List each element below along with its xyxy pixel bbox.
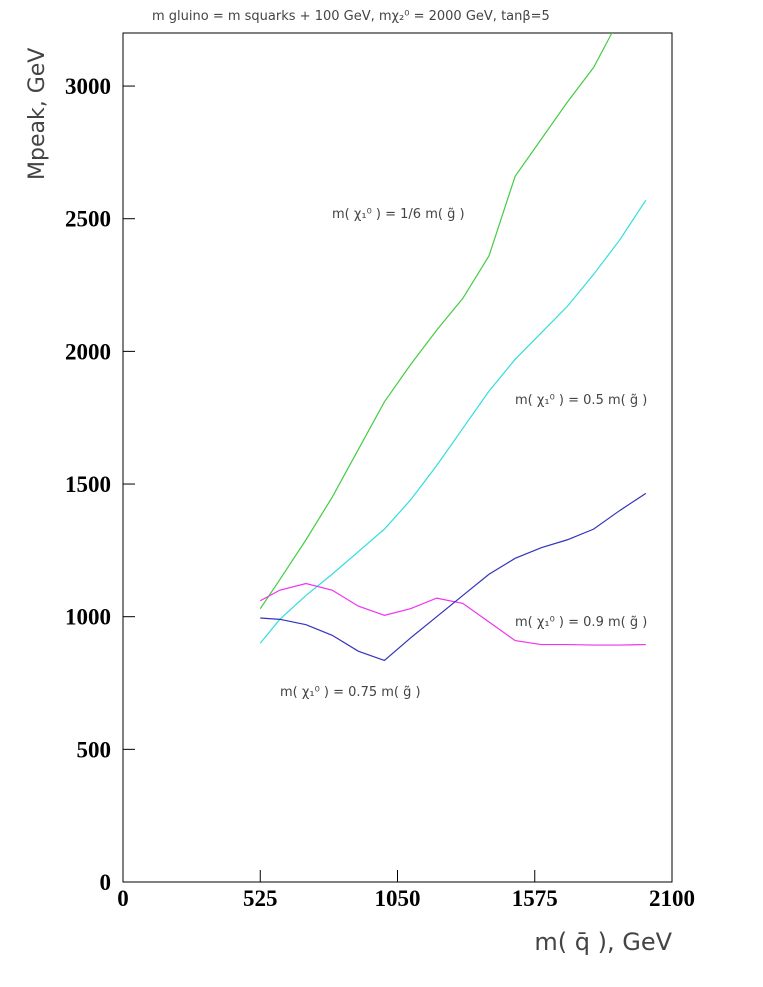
x-tick-label: 0 bbox=[117, 886, 129, 911]
series-line bbox=[259, 582, 646, 646]
y-axis-label: Mpeak, GeV bbox=[25, 48, 50, 180]
y-tick-label: 2000 bbox=[65, 339, 111, 364]
series-line bbox=[259, 33, 613, 610]
x-tick-label: 1575 bbox=[512, 886, 558, 911]
chart-title: m gluino = m squarks + 100 GeV, mχ₂⁰ = 2… bbox=[152, 9, 550, 24]
y-tick-label: 1500 bbox=[65, 472, 111, 497]
series-label: m( χ₁⁰ ) = 0.75 m( g̃ ) bbox=[280, 685, 421, 700]
x-tick-label: 2100 bbox=[649, 886, 695, 911]
series-label: m( χ₁⁰ ) = 1/6 m( g̃ ) bbox=[332, 207, 465, 222]
x-tick-label: 525 bbox=[243, 886, 278, 911]
x-axis-label: m( q̄ ), GeV bbox=[534, 928, 672, 956]
y-tick-label: 2500 bbox=[65, 207, 111, 232]
x-tick-label: 1050 bbox=[375, 886, 421, 911]
y-tick-label: 1000 bbox=[65, 605, 111, 630]
series-label: m( χ₁⁰ ) = 0.5 m( g̃ ) bbox=[515, 393, 647, 408]
plot-frame bbox=[122, 32, 673, 883]
y-tick-label: 500 bbox=[77, 737, 112, 762]
y-tick-label: 3000 bbox=[65, 74, 111, 99]
series-label: m( χ₁⁰ ) = 0.9 m( g̃ ) bbox=[515, 615, 647, 630]
y-tick-label: 0 bbox=[100, 870, 112, 895]
series-line bbox=[259, 199, 647, 644]
series-line bbox=[260, 492, 647, 662]
